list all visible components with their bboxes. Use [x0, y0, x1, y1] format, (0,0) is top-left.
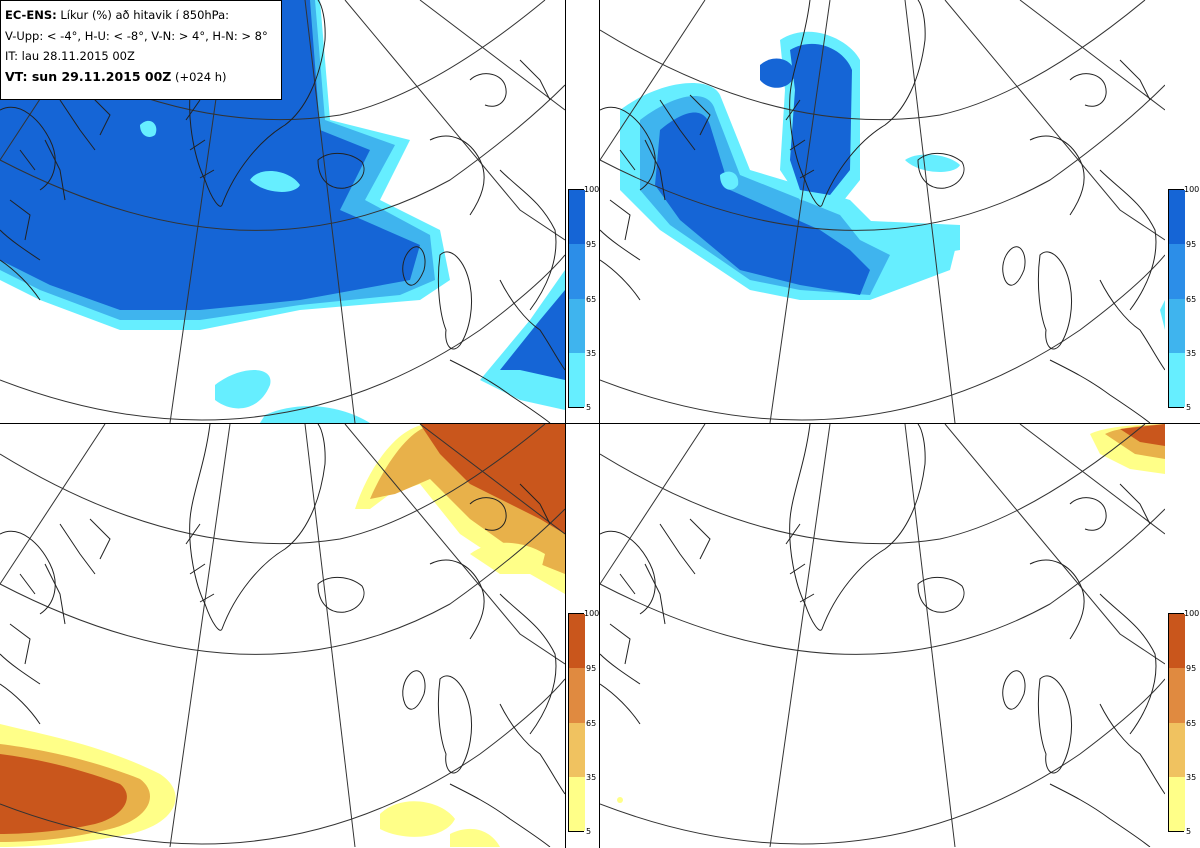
colorbar-tick-label: 35 — [1186, 773, 1197, 782]
colorbar-tick-label: 5 — [1186, 827, 1192, 836]
colorbar-seg — [569, 244, 585, 299]
colorbar-seg — [569, 668, 585, 723]
colorbar-seg — [569, 299, 585, 353]
legend-valid-time: VT: sun 29.11.2015 00Z — [5, 68, 172, 84]
colorbar-seg — [569, 723, 585, 777]
colorbar-tick-label: 95 — [1186, 664, 1197, 673]
divider-horizontal — [0, 423, 1200, 424]
colorbar-seg — [569, 614, 585, 668]
colorbar-tick-label: 5 — [586, 827, 592, 836]
divider-vertical-left — [565, 0, 566, 848]
colorbar-seg — [1169, 190, 1185, 244]
legend-valid-offset: (+024 h) — [175, 69, 227, 84]
colorbar-tick-label: 100 — [1184, 609, 1200, 618]
colorbar-tick-label: 95 — [1186, 240, 1197, 249]
colorbar-seg — [1169, 244, 1185, 299]
colorbar-tick-label: 100 — [1184, 185, 1200, 194]
colorbar-cold-left — [568, 189, 585, 408]
colorbar-seg — [569, 353, 585, 407]
legend-initial-time: IT: lau 28.11.2015 00Z — [5, 49, 135, 63]
colorbar-tick-label: 5 — [586, 403, 592, 412]
colorbar-warm-right — [1168, 613, 1185, 832]
colorbar-tick-label: 35 — [586, 349, 597, 358]
map-panel-upper-right — [600, 0, 1165, 423]
legend-model: EC-ENS: — [5, 8, 57, 22]
colorbar-tick-label: 65 — [586, 295, 597, 304]
colorbar-tick-label: 65 — [1186, 719, 1197, 728]
legend-thresholds: V-Upp: < -4°, H-U: < -8°, V-N: > 4°, H-N… — [5, 28, 268, 43]
colorbar-seg — [569, 190, 585, 244]
legend-box: EC-ENS: Líkur (%) að hitavik í 850hPa: V… — [0, 0, 282, 100]
colorbar-tick-label: 35 — [1186, 349, 1197, 358]
colorbar-tick-label: 95 — [586, 240, 597, 249]
colorbar-tick-label: 95 — [586, 664, 597, 673]
colorbar-cold-right — [1168, 189, 1185, 408]
colorbar-seg — [1169, 353, 1185, 407]
colorbar-seg — [1169, 777, 1185, 831]
colorbar-tick-label: 100 — [584, 609, 600, 618]
colorbar-tick-label: 65 — [1186, 295, 1197, 304]
colorbar-seg — [569, 777, 585, 831]
map-upper-right — [600, 0, 1165, 423]
map-panel-lower-left — [0, 424, 565, 847]
colorbar-tick-label: 100 — [584, 185, 600, 194]
divider-vertical-right — [599, 0, 600, 848]
colorbar-seg — [1169, 668, 1185, 723]
colorbar-seg — [1169, 299, 1185, 353]
map-panel-upper-left: EC-ENS: Líkur (%) að hitavik í 850hPa: V… — [0, 0, 565, 423]
colorbar-seg — [1169, 614, 1185, 668]
legend-title: Líkur (%) að hitavik í 850hPa: — [60, 8, 230, 22]
colorbar-tick-label: 35 — [586, 773, 597, 782]
map-panel-lower-right — [600, 424, 1165, 847]
colorbar-tick-label: 65 — [586, 719, 597, 728]
colorbar-tick-label: 5 — [1186, 403, 1192, 412]
map-lower-left — [0, 424, 565, 847]
colorbar-warm-left — [568, 613, 585, 832]
map-lower-right — [600, 424, 1165, 847]
colorbar-seg — [1169, 723, 1185, 777]
